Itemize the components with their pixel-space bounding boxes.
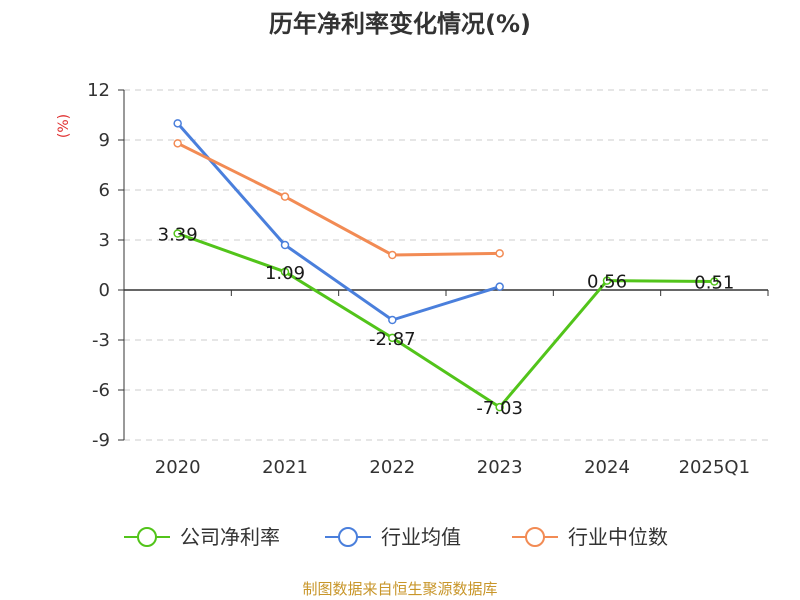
- data-point: [495, 282, 504, 291]
- x-tick-label: 2022: [369, 457, 415, 478]
- x-tick-label: 2021: [262, 457, 308, 478]
- data-point: [173, 229, 182, 238]
- data-point: [173, 139, 182, 148]
- x-tick-label: 2020: [155, 457, 201, 478]
- chart-title: 历年净利率变化情况(%): [269, 10, 531, 38]
- data-point: [280, 267, 290, 277]
- data-label: -7.03: [476, 398, 523, 419]
- data-point: [388, 315, 397, 325]
- y-tick-label: -9: [92, 430, 110, 451]
- legend: 公司净利率 行业均值 行业中位数: [124, 525, 668, 549]
- x-tick-label: 2024: [584, 457, 630, 478]
- y-tick-label: 12: [87, 80, 110, 101]
- y-tick-label: 6: [99, 180, 110, 201]
- data-point: [495, 249, 504, 258]
- axes: 12 9 6 3 0 -3 -6 -9 2020 2021 2022 2023 2024 2025Q1: [87, 80, 769, 478]
- y-tick-label: -3: [92, 330, 110, 351]
- series-line-1: [176, 122, 501, 322]
- y-axis-unit-label: (%): [56, 114, 72, 138]
- legend-label-2: 行业中位数: [568, 525, 668, 549]
- data-point: [495, 402, 504, 412]
- data-point: [602, 276, 612, 285]
- data-point: [388, 333, 397, 343]
- series-line-2: [176, 141, 500, 257]
- legend-label-0: 公司净利率: [180, 525, 280, 549]
- x-tick-label: 2025Q1: [679, 457, 750, 478]
- grid-lines: [124, 89, 768, 441]
- y-tick-label: 3: [99, 230, 110, 251]
- data-label: 0.51: [694, 273, 734, 294]
- data-point: [280, 240, 290, 250]
- legend-marker-1: [338, 527, 358, 547]
- data-label: -2.87: [369, 329, 416, 350]
- y-tick-label: 0: [99, 280, 110, 301]
- data-point: [280, 192, 290, 201]
- data-label: 1.09: [265, 263, 305, 284]
- series-line-0: [177, 232, 715, 409]
- data-label: 3.39: [158, 225, 198, 246]
- source-note: 制图数据来自恒生聚源数据库: [302, 580, 497, 598]
- data-point: [173, 119, 182, 128]
- legend-label-1: 行业均值: [381, 525, 461, 549]
- data-point: [710, 277, 719, 286]
- series-lines: [173, 119, 719, 412]
- y-tick-label: 9: [99, 130, 110, 151]
- data-point: [388, 250, 397, 260]
- legend-marker-0: [137, 527, 157, 547]
- data-label: 0.56: [587, 272, 627, 293]
- y-tick-label: -6: [92, 380, 110, 401]
- data-labels: 3.39 1.09 -2.87 -7.03 0.56 0.51: [158, 225, 735, 420]
- legend-marker-2: [525, 527, 545, 547]
- x-tick-label: 2023: [477, 457, 523, 478]
